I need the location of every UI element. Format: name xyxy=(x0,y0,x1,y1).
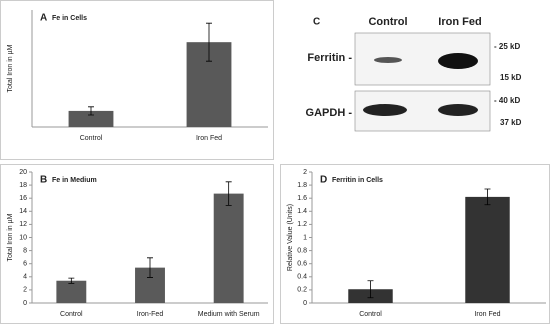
x-tick-label: Control xyxy=(60,311,83,318)
blot-marker: 15 kD xyxy=(500,73,522,82)
x-tick-label: Control xyxy=(359,311,382,318)
y-tick-label: 6 xyxy=(23,261,27,268)
y-tick-label: 8 xyxy=(23,247,27,254)
blot-row: GAPDH - xyxy=(306,107,353,119)
blot-column: Iron Fed xyxy=(438,16,481,28)
x-tick-label: Iron Fed xyxy=(196,135,222,142)
error-bar xyxy=(206,22,212,62)
blot-panel: C Control Iron Fed Ferritin - GAPDH - - … xyxy=(306,16,522,132)
error-bar xyxy=(225,181,232,206)
blot-marker: - 25 kD xyxy=(494,42,520,51)
error-bar xyxy=(147,257,153,278)
blot-marker: - 40 kD xyxy=(494,96,520,105)
panel-border xyxy=(0,0,274,160)
chart-title: Fe in Medium xyxy=(52,177,97,184)
error-bar xyxy=(367,280,374,299)
y-axis-title: Relative Value (Units) xyxy=(287,204,294,271)
y-tick-label: 0.6 xyxy=(297,261,307,268)
y-tick-label: 1.4 xyxy=(297,208,307,215)
blot-band xyxy=(438,53,478,69)
chart-title: Ferritin in Cells xyxy=(332,177,383,184)
bar xyxy=(68,110,114,127)
y-tick-label: 1.8 xyxy=(297,182,307,189)
y-tick-label: 4 xyxy=(23,274,27,281)
y-axis-title: Total Iron in µM xyxy=(7,213,14,261)
y-tick-label: 0.2 xyxy=(297,287,307,294)
y-tick-label: 1.2 xyxy=(297,221,307,228)
y-tick-label: 12 xyxy=(19,221,27,228)
panel-label: C xyxy=(313,17,320,28)
bar xyxy=(56,280,87,303)
y-tick-label: 14 xyxy=(19,208,27,215)
y-tick-label: 2 xyxy=(303,169,307,176)
blot-column: Control xyxy=(368,16,407,28)
error-bar xyxy=(88,106,94,116)
y-tick-label: 16 xyxy=(19,195,27,202)
y-tick-label: 1 xyxy=(303,234,307,241)
chart-title: Fe in Cells xyxy=(52,15,87,22)
y-tick-label: 20 xyxy=(19,169,27,176)
blot-band xyxy=(438,104,478,116)
y-tick-label: 0.8 xyxy=(297,247,307,254)
y-tick-label: 2 xyxy=(23,287,27,294)
error-bar xyxy=(68,277,75,284)
bar xyxy=(465,196,510,303)
bar xyxy=(213,193,244,303)
error-bar xyxy=(484,188,491,206)
y-tick-label: 0 xyxy=(303,300,307,307)
x-tick-label: Iron-Fed xyxy=(137,311,164,318)
y-tick-label: 18 xyxy=(19,182,27,189)
x-tick-label: Control xyxy=(80,135,103,142)
y-tick-label: 0 xyxy=(23,300,27,307)
x-tick-label: Medium with Serum xyxy=(198,311,260,318)
y-tick-label: 0.4 xyxy=(297,274,307,281)
blot-marker: 37 kD xyxy=(500,118,522,127)
blot-band xyxy=(374,57,402,63)
x-tick-label: Iron Fed xyxy=(474,311,500,318)
blot-row: Ferritin - xyxy=(307,52,352,64)
y-tick-label: 1.6 xyxy=(297,195,307,202)
panel-label: A xyxy=(40,13,47,24)
panel-label: B xyxy=(40,175,47,186)
panel-label: D xyxy=(320,175,327,186)
blot-band xyxy=(363,104,407,116)
y-tick-label: 10 xyxy=(19,234,27,241)
y-axis-title: Total Iron in µM xyxy=(7,44,14,92)
